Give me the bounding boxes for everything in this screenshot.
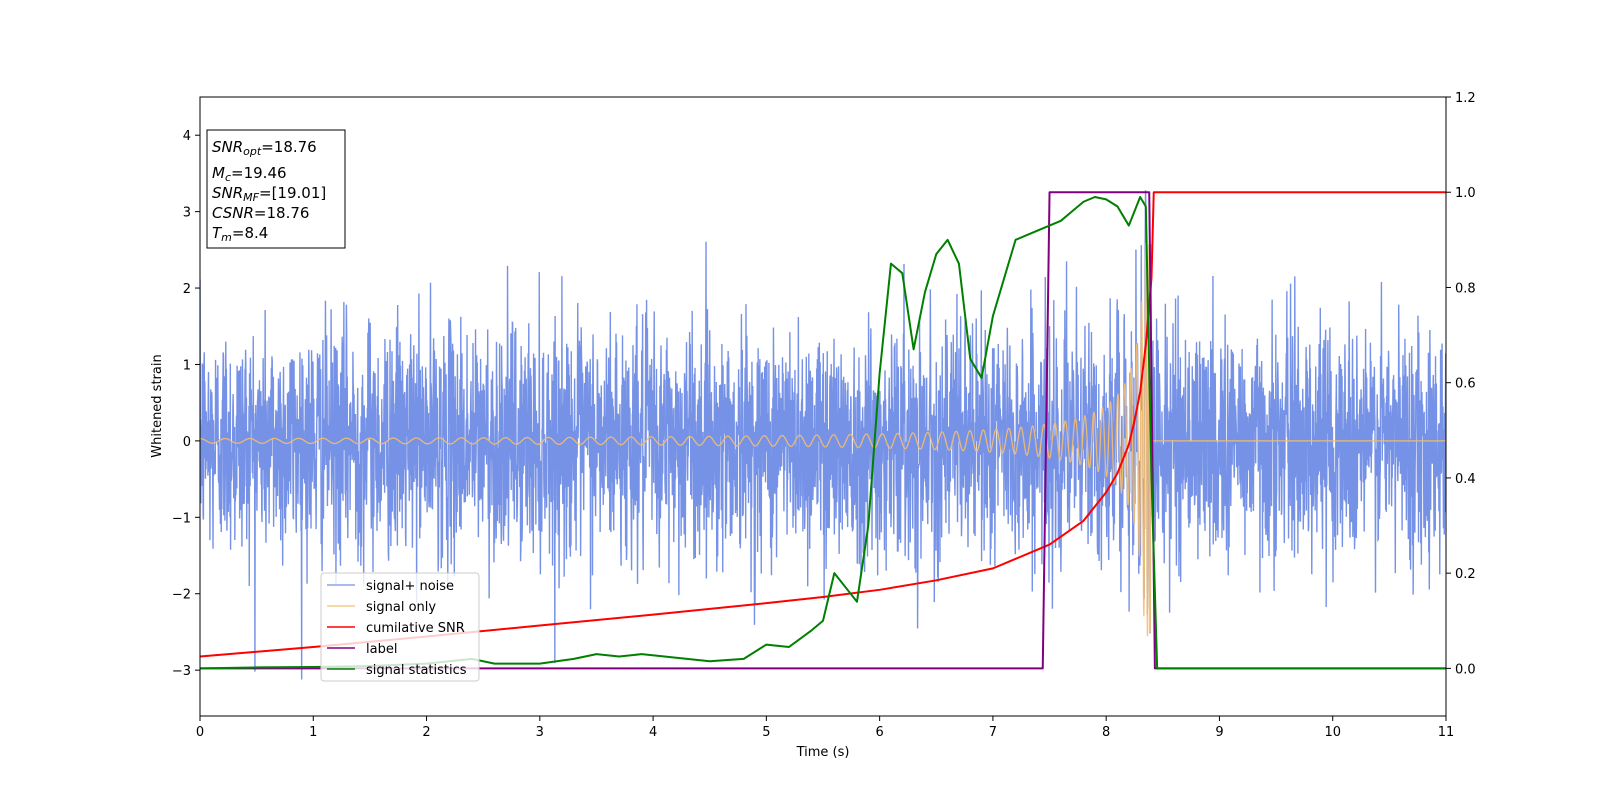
annotation-box: SNRopt=18.76 Mc=19.46 SNRMF=[19.01] CSNR… [206, 129, 346, 249]
y-left-tick-label: −1 [172, 511, 191, 526]
y-right-tick-label: 1.0 [1455, 186, 1476, 201]
annotation-line-snr-mf: SNRMF=[19.01] [212, 184, 326, 204]
y-right-tick-label: 0.2 [1455, 567, 1476, 582]
x-tick-label: 4 [649, 725, 657, 740]
y-left-tick-label: 1 [183, 358, 191, 373]
legend-label-signal-statistics: signal statistics [366, 663, 467, 678]
x-tick-label: 9 [1215, 725, 1223, 740]
annotation-line-mc: Mc=19.46 [212, 164, 287, 184]
x-tick-label: 10 [1324, 725, 1341, 740]
x-tick-label: 2 [422, 725, 430, 740]
x-tick-label: 7 [989, 725, 997, 740]
y-left-tick-label: 3 [183, 206, 191, 221]
x-tick-label: 1 [309, 725, 317, 740]
y-left-tick-label: 4 [183, 129, 191, 144]
annotation-line-csnr: CSNR=18.76 [212, 204, 309, 222]
legend-frame [320, 572, 480, 682]
series-signal-statistics [200, 195, 1446, 670]
annotation-line-tm: Tm=8.4 [212, 224, 268, 244]
x-tick-label: 5 [762, 725, 770, 740]
y-left-tick-label: −2 [172, 588, 191, 603]
legend-label-signal-only: signal only [366, 600, 436, 615]
axes-frame [199, 96, 1447, 717]
series-signal-only [200, 242, 1446, 637]
x-tick-label: 3 [536, 725, 544, 740]
x-axis-label: Time (s) [796, 745, 850, 760]
legend: signal+ noise signal only cumilative SNR… [320, 572, 480, 682]
annotation-line-snr-opt: SNRopt=18.76 [212, 138, 317, 158]
axis-ticks: 0 1 2 3 4 5 6 7 8 9 10 11 −3 −2 −1 0 1 2 3 4 0.0 0.2 0.4 0.6 0.8… [172, 91, 1476, 740]
x-tick-label: 11 [1438, 725, 1455, 740]
series-cumulative-snr [200, 191, 1446, 658]
x-tick-label: 0 [196, 725, 204, 740]
y-right-tick-label: 0.4 [1455, 472, 1476, 487]
y-right-tick-label: 1.2 [1455, 91, 1476, 106]
y-left-tick-label: 2 [183, 282, 191, 297]
x-tick-label: 6 [875, 725, 883, 740]
x-tick-label: 8 [1102, 725, 1110, 740]
y-right-tick-label: 0.8 [1455, 281, 1476, 296]
y-right-tick-label: 0.0 [1455, 662, 1476, 677]
legend-label-signal-noise: signal+ noise [366, 579, 454, 594]
y-axis-label: Whitened strain [150, 354, 165, 457]
y-left-tick-label: 0 [183, 435, 191, 450]
y-right-tick-label: 0.6 [1455, 377, 1476, 392]
plot-area [200, 190, 1446, 680]
legend-label-label: label [366, 642, 397, 657]
y-left-tick-label: −3 [172, 664, 191, 679]
legend-label-cumulative-snr: cumilative SNR [366, 621, 465, 636]
